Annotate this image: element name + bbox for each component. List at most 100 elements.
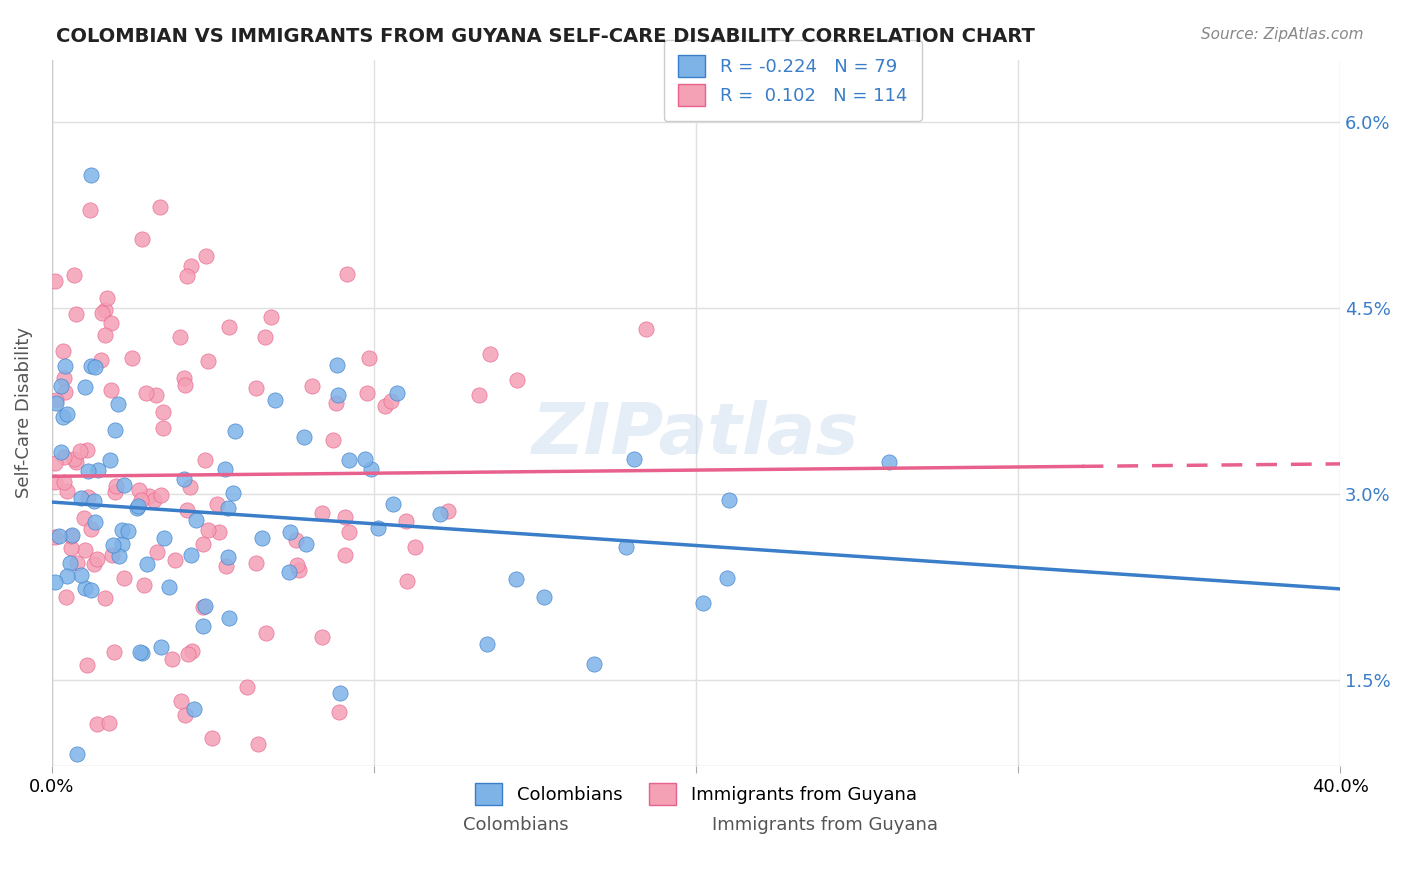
Colombians [49, 379, 72, 393]
Immigrants from Guyana [112, 572, 135, 586]
Colombians [623, 452, 645, 467]
Immigrants from Guyana [260, 310, 283, 325]
Immigrants from Guyana [201, 731, 224, 745]
Immigrants from Guyana [634, 322, 657, 336]
Immigrants from Guyana [65, 455, 87, 469]
Immigrants from Guyana [53, 475, 76, 489]
Text: Immigrants from Guyana: Immigrants from Guyana [711, 816, 938, 834]
Colombians [101, 538, 124, 552]
Immigrants from Guyana [197, 523, 219, 537]
Immigrants from Guyana [174, 708, 197, 723]
Immigrants from Guyana [69, 444, 91, 458]
Immigrants from Guyana [60, 529, 83, 543]
Colombians [217, 550, 239, 565]
Colombians [367, 521, 389, 535]
Immigrants from Guyana [437, 503, 460, 517]
Colombians [107, 397, 129, 411]
Immigrants from Guyana [138, 489, 160, 503]
Immigrants from Guyana [197, 353, 219, 368]
Immigrants from Guyana [193, 600, 215, 615]
Colombians [173, 472, 195, 486]
Immigrants from Guyana [44, 274, 66, 288]
Immigrants from Guyana [356, 386, 378, 401]
Immigrants from Guyana [205, 497, 228, 511]
Colombians [295, 537, 318, 551]
Immigrants from Guyana [160, 652, 183, 666]
Colombians [77, 464, 100, 478]
Immigrants from Guyana [194, 249, 217, 263]
Immigrants from Guyana [215, 558, 238, 573]
Colombians [159, 580, 181, 594]
Colombians [381, 497, 404, 511]
Colombians [45, 396, 67, 410]
Colombians [80, 359, 103, 373]
Immigrants from Guyana [177, 647, 200, 661]
Colombians [66, 747, 89, 761]
Immigrants from Guyana [132, 578, 155, 592]
Immigrants from Guyana [245, 556, 267, 570]
Colombians [184, 513, 207, 527]
Colombians [326, 359, 349, 373]
Immigrants from Guyana [76, 658, 98, 673]
Immigrants from Guyana [337, 524, 360, 539]
Immigrants from Guyana [135, 386, 157, 401]
Colombians [221, 486, 243, 500]
Immigrants from Guyana [336, 267, 359, 281]
Immigrants from Guyana [301, 379, 323, 393]
Immigrants from Guyana [53, 385, 76, 400]
Colombians [505, 572, 527, 586]
Colombians [80, 583, 103, 598]
Colombians [717, 492, 740, 507]
Colombians [98, 453, 121, 467]
Immigrants from Guyana [359, 351, 381, 365]
Immigrants from Guyana [73, 511, 96, 525]
Colombians [263, 392, 285, 407]
Colombians [278, 525, 301, 540]
Colombians [49, 444, 72, 458]
Colombians [87, 462, 110, 476]
Immigrants from Guyana [52, 344, 75, 359]
Immigrants from Guyana [328, 705, 350, 719]
Colombians [112, 477, 135, 491]
Immigrants from Guyana [169, 330, 191, 344]
Immigrants from Guyana [404, 540, 426, 554]
Colombians [111, 523, 134, 537]
Colombians [191, 619, 214, 633]
Colombians [218, 611, 240, 625]
Immigrants from Guyana [66, 556, 89, 570]
Immigrants from Guyana [173, 371, 195, 385]
Immigrants from Guyana [121, 351, 143, 365]
Immigrants from Guyana [83, 557, 105, 571]
Immigrants from Guyana [56, 483, 79, 498]
Immigrants from Guyana [65, 307, 87, 321]
Colombians [360, 462, 382, 476]
Immigrants from Guyana [63, 452, 86, 467]
Colombians [217, 500, 239, 515]
Immigrants from Guyana [90, 352, 112, 367]
Immigrants from Guyana [145, 388, 167, 402]
Immigrants from Guyana [176, 503, 198, 517]
Immigrants from Guyana [333, 509, 356, 524]
Immigrants from Guyana [288, 563, 311, 577]
Text: ZIPatlas: ZIPatlas [533, 400, 859, 468]
Colombians [129, 645, 152, 659]
Colombians [52, 410, 75, 425]
Immigrants from Guyana [152, 421, 174, 435]
Immigrants from Guyana [254, 626, 277, 640]
Y-axis label: Self-Care Disability: Self-Care Disability [15, 327, 32, 499]
Immigrants from Guyana [506, 373, 529, 387]
Immigrants from Guyana [94, 303, 117, 318]
Colombians [879, 454, 901, 468]
Colombians [70, 568, 93, 582]
Immigrants from Guyana [478, 347, 501, 361]
Colombians [326, 387, 349, 401]
Immigrants from Guyana [105, 479, 128, 493]
Immigrants from Guyana [44, 530, 66, 544]
Colombians [83, 516, 105, 530]
Immigrants from Guyana [152, 405, 174, 419]
Immigrants from Guyana [247, 738, 270, 752]
Immigrants from Guyana [76, 443, 98, 458]
Immigrants from Guyana [45, 393, 67, 408]
Colombians [127, 499, 149, 513]
Immigrants from Guyana [53, 371, 76, 385]
